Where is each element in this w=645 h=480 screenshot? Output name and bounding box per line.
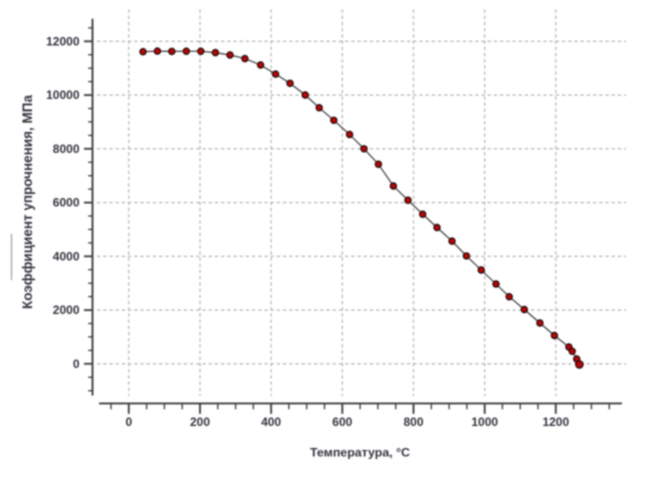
svg-text:4000: 4000 xyxy=(53,249,80,263)
svg-text:10000: 10000 xyxy=(46,88,80,102)
svg-text:400: 400 xyxy=(261,415,281,429)
svg-text:800: 800 xyxy=(403,415,423,429)
svg-text:200: 200 xyxy=(190,415,210,429)
svg-text:1200: 1200 xyxy=(542,415,569,429)
svg-text:1000: 1000 xyxy=(471,415,498,429)
svg-text:12000: 12000 xyxy=(46,34,80,48)
svg-text:Коэффициент упрочнения, МПа: Коэффициент упрочнения, МПа xyxy=(20,95,35,309)
svg-text:600: 600 xyxy=(332,415,352,429)
svg-text:2000: 2000 xyxy=(53,303,80,317)
svg-text:0: 0 xyxy=(73,357,80,371)
svg-text:6000: 6000 xyxy=(53,196,80,210)
svg-text:0: 0 xyxy=(125,415,132,429)
svg-text:8000: 8000 xyxy=(53,142,80,156)
svg-text:Температура, °C: Температура, °C xyxy=(310,446,410,460)
